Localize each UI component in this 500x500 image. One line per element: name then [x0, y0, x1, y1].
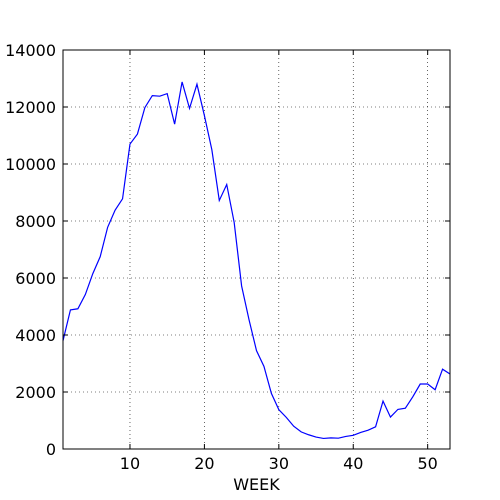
- y-tick-label: 10000: [5, 155, 56, 174]
- y-tick-label: 14000: [5, 41, 56, 60]
- x-axis-title: WEEK: [233, 475, 280, 494]
- x-tick-label: 30: [269, 454, 289, 473]
- x-tick-label: 10: [120, 454, 140, 473]
- plot-area-frame: [62, 49, 451, 450]
- series-line: [62, 81, 451, 440]
- y-tick-label: 2000: [15, 383, 56, 402]
- x-tick-label: 50: [417, 454, 437, 473]
- y-tick-label: 4000: [15, 326, 56, 345]
- y-tick-label: 12000: [5, 98, 56, 117]
- y-tick-label: 8000: [15, 212, 56, 231]
- axis-ticks: 10 20 30 40 50 0 2000 4000 6000 8000 10000 12000 140…: [5, 41, 450, 473]
- x-tick-label: 20: [194, 454, 214, 473]
- grid: [63, 50, 450, 449]
- x-tick-label: 40: [343, 454, 363, 473]
- y-tick-label: 6000: [15, 269, 56, 288]
- y-tick-label: 0: [46, 440, 56, 459]
